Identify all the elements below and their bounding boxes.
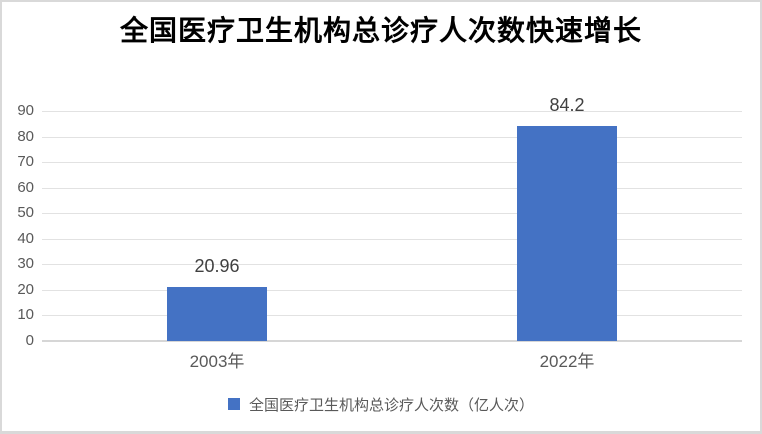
gridline	[42, 187, 742, 189]
x-tick-label: 2022年	[539, 352, 595, 371]
y-tick-label: 10	[17, 306, 34, 324]
bar-data-label: 20.96	[194, 256, 240, 277]
y-tick-label: 30	[17, 255, 34, 273]
y-tick-label: 80	[17, 127, 34, 145]
y-tick-label: 20	[17, 280, 34, 298]
y-tick-label: 50	[17, 204, 34, 222]
x-tick-label: 2003年	[189, 352, 245, 371]
y-tick-label: 70	[17, 153, 34, 171]
x-axis-line	[42, 340, 742, 342]
legend-marker-square	[227, 398, 240, 410]
bar-data-label: 84.2	[549, 94, 585, 115]
legend-label: 全国医疗卫生机构总诊疗人次数（亿人次）	[248, 396, 534, 414]
y-tick-label: 90	[17, 102, 34, 119]
gridline	[42, 289, 742, 291]
chart-title: 全国医疗卫生机构总诊疗人次数快速增长	[119, 15, 642, 46]
y-tick-label: 0	[25, 332, 34, 349]
gridline	[42, 264, 742, 266]
bar	[517, 125, 617, 341]
y-tick-label: 60	[17, 178, 34, 196]
gridline	[42, 238, 742, 240]
bar	[167, 287, 267, 341]
gridline	[42, 315, 742, 317]
gridline	[42, 136, 742, 138]
y-tick-label: 40	[17, 229, 34, 247]
gridline	[42, 162, 742, 164]
gridline	[42, 111, 742, 112]
gridline	[42, 213, 742, 215]
legend: 全国医疗卫生机构总诊疗人次数（亿人次）	[2, 394, 760, 414]
